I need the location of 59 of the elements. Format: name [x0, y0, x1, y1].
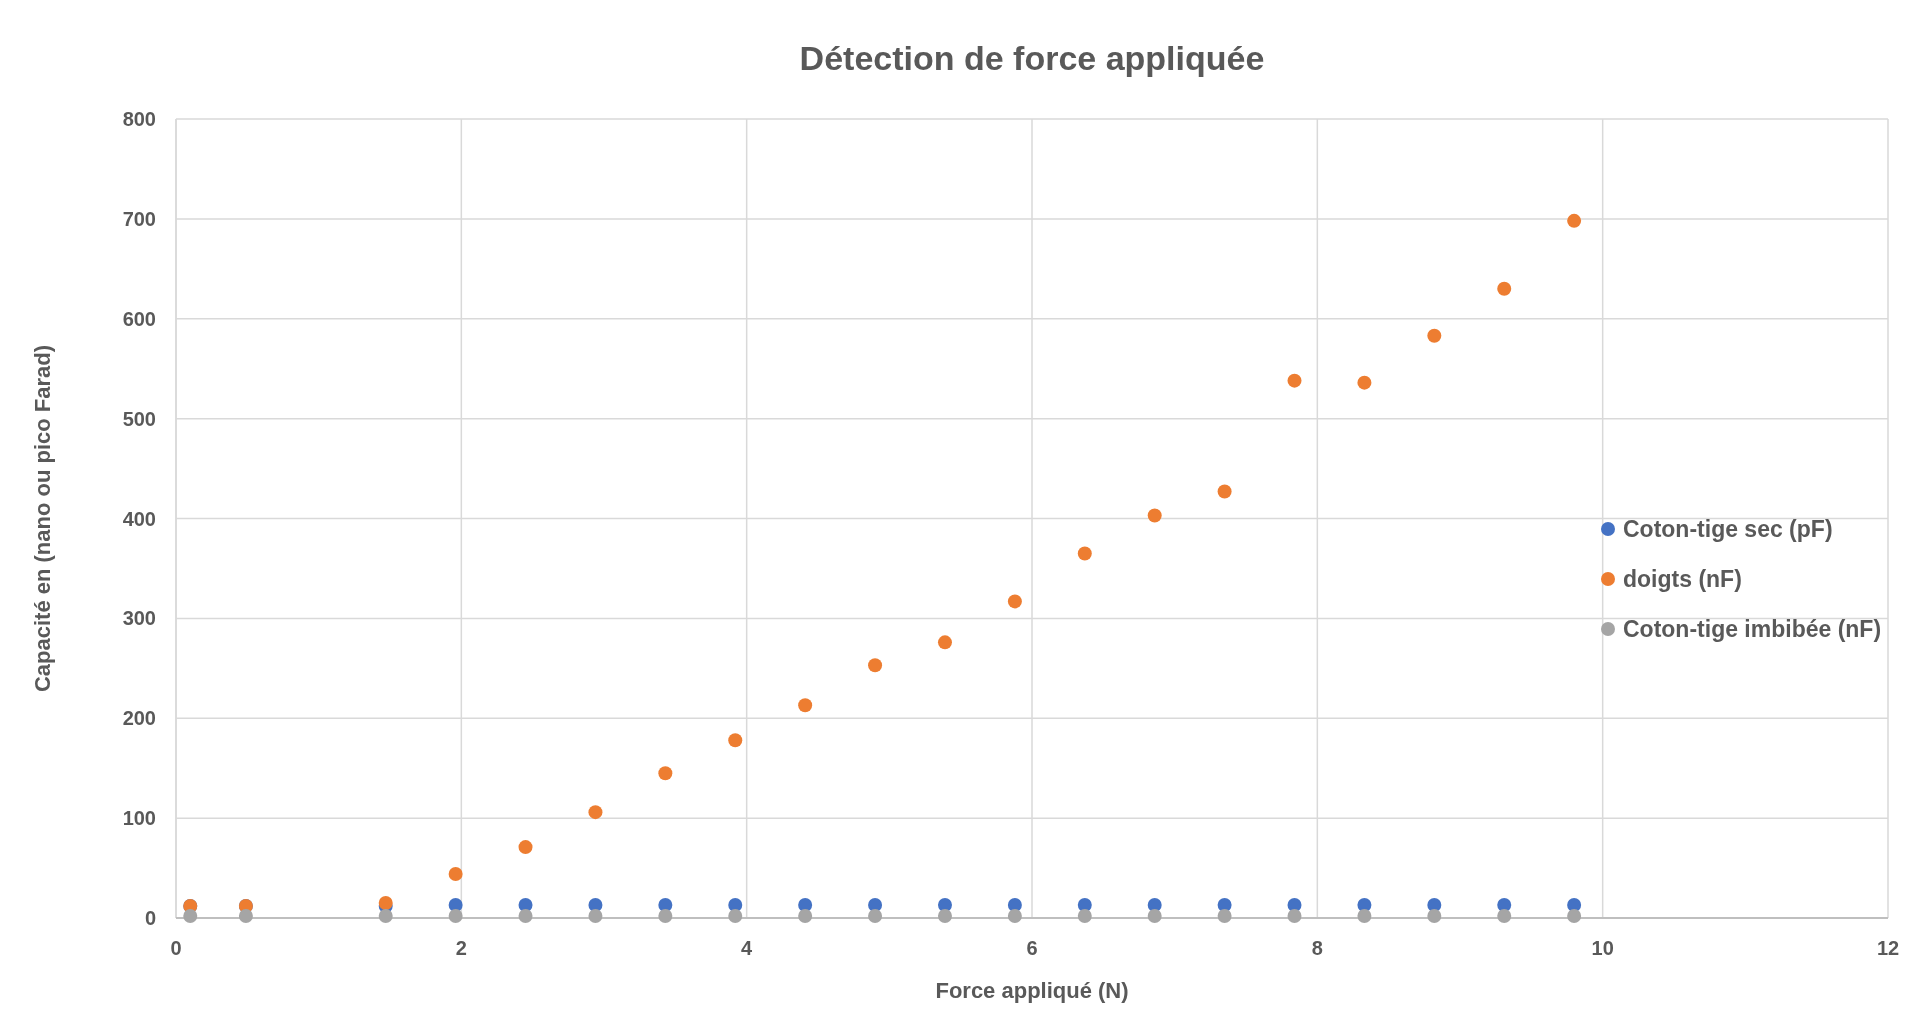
- point: [1497, 909, 1512, 923]
- point: [1357, 909, 1372, 923]
- point: [183, 909, 198, 923]
- point: [728, 909, 743, 923]
- point: [658, 909, 673, 923]
- legend-label: doigts (nF): [1623, 566, 1742, 592]
- y-tick-label: 400: [122, 507, 156, 530]
- point: [1217, 484, 1232, 499]
- point: [1427, 909, 1442, 923]
- point: [937, 635, 952, 650]
- point: [658, 766, 673, 781]
- point: [1287, 373, 1302, 388]
- point: [1567, 909, 1582, 923]
- y-tick-label: 100: [122, 807, 156, 830]
- point: [1007, 594, 1022, 609]
- point: [1287, 909, 1302, 923]
- point: [728, 733, 743, 748]
- y-tick-label: 200: [122, 707, 156, 730]
- point: [518, 909, 533, 923]
- point: [937, 909, 952, 923]
- x-tick-label: 0: [170, 937, 182, 959]
- point: [798, 698, 813, 713]
- point: [1147, 909, 1162, 923]
- point: [1147, 508, 1162, 523]
- point: [868, 909, 883, 923]
- y-tick-label: 600: [122, 307, 156, 330]
- point: [378, 909, 393, 923]
- y-tick-label: 700: [122, 207, 156, 230]
- point: [1357, 375, 1372, 390]
- y-tick-label: 300: [122, 607, 156, 630]
- x-tick-label: 6: [1026, 937, 1038, 959]
- x-tick-label: 8: [1311, 937, 1323, 959]
- x-tick-label: 12: [1876, 937, 1900, 959]
- x-axis-title: Force appliqué (N): [935, 978, 1129, 1003]
- point: [868, 658, 883, 673]
- point: [1497, 281, 1512, 296]
- y-tick-label: 500: [122, 407, 156, 430]
- y-tick-label: 0: [144, 907, 156, 929]
- legend-label: Coton-tige imbibée (nF): [1623, 616, 1882, 642]
- point: [1007, 909, 1022, 923]
- x-tick-label: 10: [1591, 937, 1614, 959]
- legend-label: Coton-tige sec (pF): [1623, 516, 1833, 542]
- point: [1217, 909, 1232, 923]
- y-tick-label: 800: [122, 108, 156, 130]
- point: [1567, 213, 1582, 228]
- point: [588, 909, 603, 923]
- y-axis-title: Capacité en (nano ou pico Farad): [30, 344, 55, 693]
- point: [798, 909, 813, 923]
- point: [1427, 328, 1442, 343]
- x-tick-label: 4: [741, 937, 754, 959]
- point: [518, 840, 533, 855]
- point: [448, 867, 463, 882]
- chart-title: Détection de force appliquée: [799, 39, 1265, 77]
- point: [588, 805, 603, 820]
- point: [1077, 546, 1092, 561]
- point: [1077, 909, 1092, 923]
- point: [448, 909, 463, 923]
- point: [238, 909, 253, 923]
- x-tick-label: 2: [455, 937, 467, 959]
